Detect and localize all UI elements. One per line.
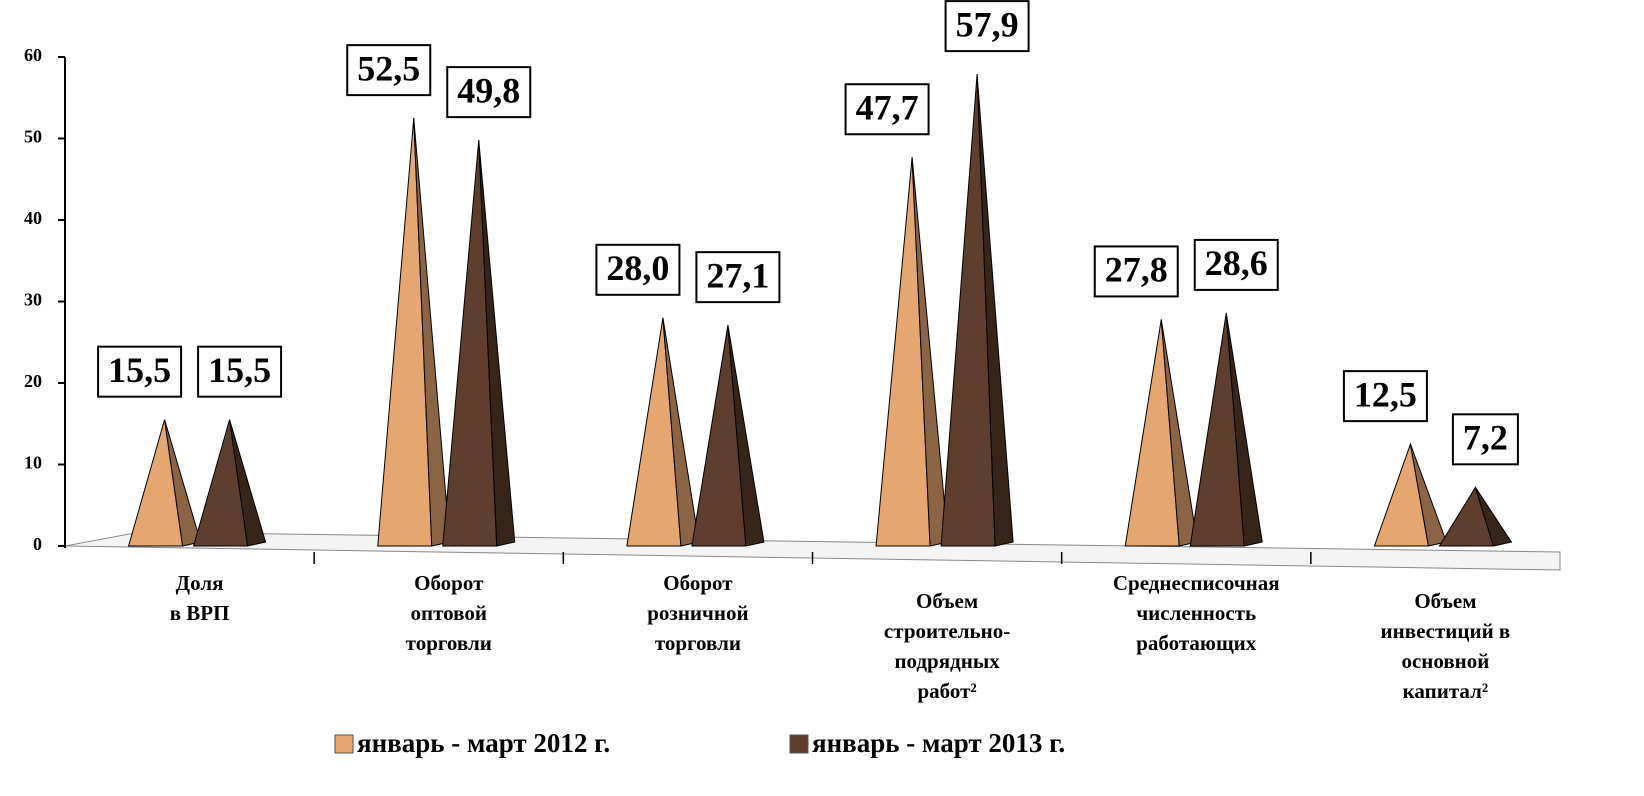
value-label: 15,5 (208, 350, 271, 390)
pyramid-side (478, 140, 516, 547)
x-tick-label: Среднесписочная (1113, 571, 1280, 595)
x-tick-label: основной (1401, 649, 1489, 673)
value-label: 27,8 (1105, 250, 1168, 290)
value-label: 47,7 (856, 88, 919, 128)
value-label: 15,5 (108, 350, 171, 390)
x-tick-label: оптовой (411, 601, 487, 625)
legend-label: январь - март 2012 г. (357, 728, 610, 758)
x-tick-label: Объем (1414, 589, 1476, 613)
value-label: 49,8 (457, 70, 520, 110)
legend-swatch (334, 734, 354, 754)
x-tick-label: Доля (176, 571, 224, 595)
legend-swatch (789, 734, 809, 754)
y-tick-label: 50 (24, 127, 42, 147)
value-label-box (1093, 245, 1179, 298)
value-label-box (1451, 413, 1519, 466)
pyramid-side (1225, 312, 1263, 547)
x-tick-label: численность (1136, 601, 1256, 625)
x-tick-label: капитал² (1403, 679, 1489, 703)
y-tick-label: 60 (24, 45, 42, 65)
value-label-box (944, 0, 1030, 53)
y-tick-label: 30 (24, 290, 42, 310)
pyramid-side (1474, 487, 1513, 547)
pyramid-side (229, 419, 267, 547)
pyramid-side (1409, 443, 1448, 547)
value-label-box (446, 66, 532, 119)
value-label: 28,6 (1205, 243, 1268, 283)
x-tick-label: Оборот (414, 571, 484, 595)
pyramid-side (164, 419, 202, 547)
value-label-box (97, 345, 183, 398)
value-label-box (695, 251, 781, 304)
legend-label: январь - март 2013 г. (812, 728, 1065, 758)
value-label: 57,9 (956, 4, 1019, 44)
value-label-box (1193, 238, 1279, 291)
x-tick-label: торговли (406, 631, 492, 655)
value-label-box (1342, 370, 1428, 423)
y-tick-label: 10 (24, 453, 42, 473)
value-label-box (346, 44, 432, 97)
x-tick-label: торговли (655, 631, 741, 655)
x-tick-label: подрядных (894, 649, 1000, 673)
pyramid-side (1160, 319, 1198, 547)
pyramid-side (662, 317, 700, 547)
y-tick-label: 20 (24, 371, 42, 391)
value-label: 28,0 (606, 248, 669, 288)
floor (64, 531, 1561, 571)
value-label: 12,5 (1354, 374, 1417, 414)
x-tick-label: в ВРП (170, 601, 230, 625)
x-tick-label: Оборот (663, 571, 733, 595)
y-tick-label: 0 (33, 534, 42, 554)
pyramid-side (976, 74, 1014, 547)
pyramid-side (413, 118, 451, 547)
x-tick-label: работ² (917, 679, 976, 703)
x-tick-label: розничной (647, 601, 748, 625)
x-tick-label: строительно- (884, 619, 1010, 643)
value-label-box (197, 345, 283, 398)
x-tick-label: работающих (1136, 631, 1257, 655)
pyramid-side (727, 325, 765, 547)
pyramid-side (911, 157, 949, 547)
value-label: 7,2 (1463, 418, 1508, 458)
x-tick-label: инвестиций в (1381, 619, 1511, 643)
y-tick-label: 40 (24, 208, 42, 228)
value-label-box (595, 243, 681, 296)
value-label: 27,1 (706, 255, 769, 295)
value-label: 52,5 (357, 48, 420, 88)
x-tick-label: Объем (916, 589, 978, 613)
value-label-box (844, 83, 930, 136)
